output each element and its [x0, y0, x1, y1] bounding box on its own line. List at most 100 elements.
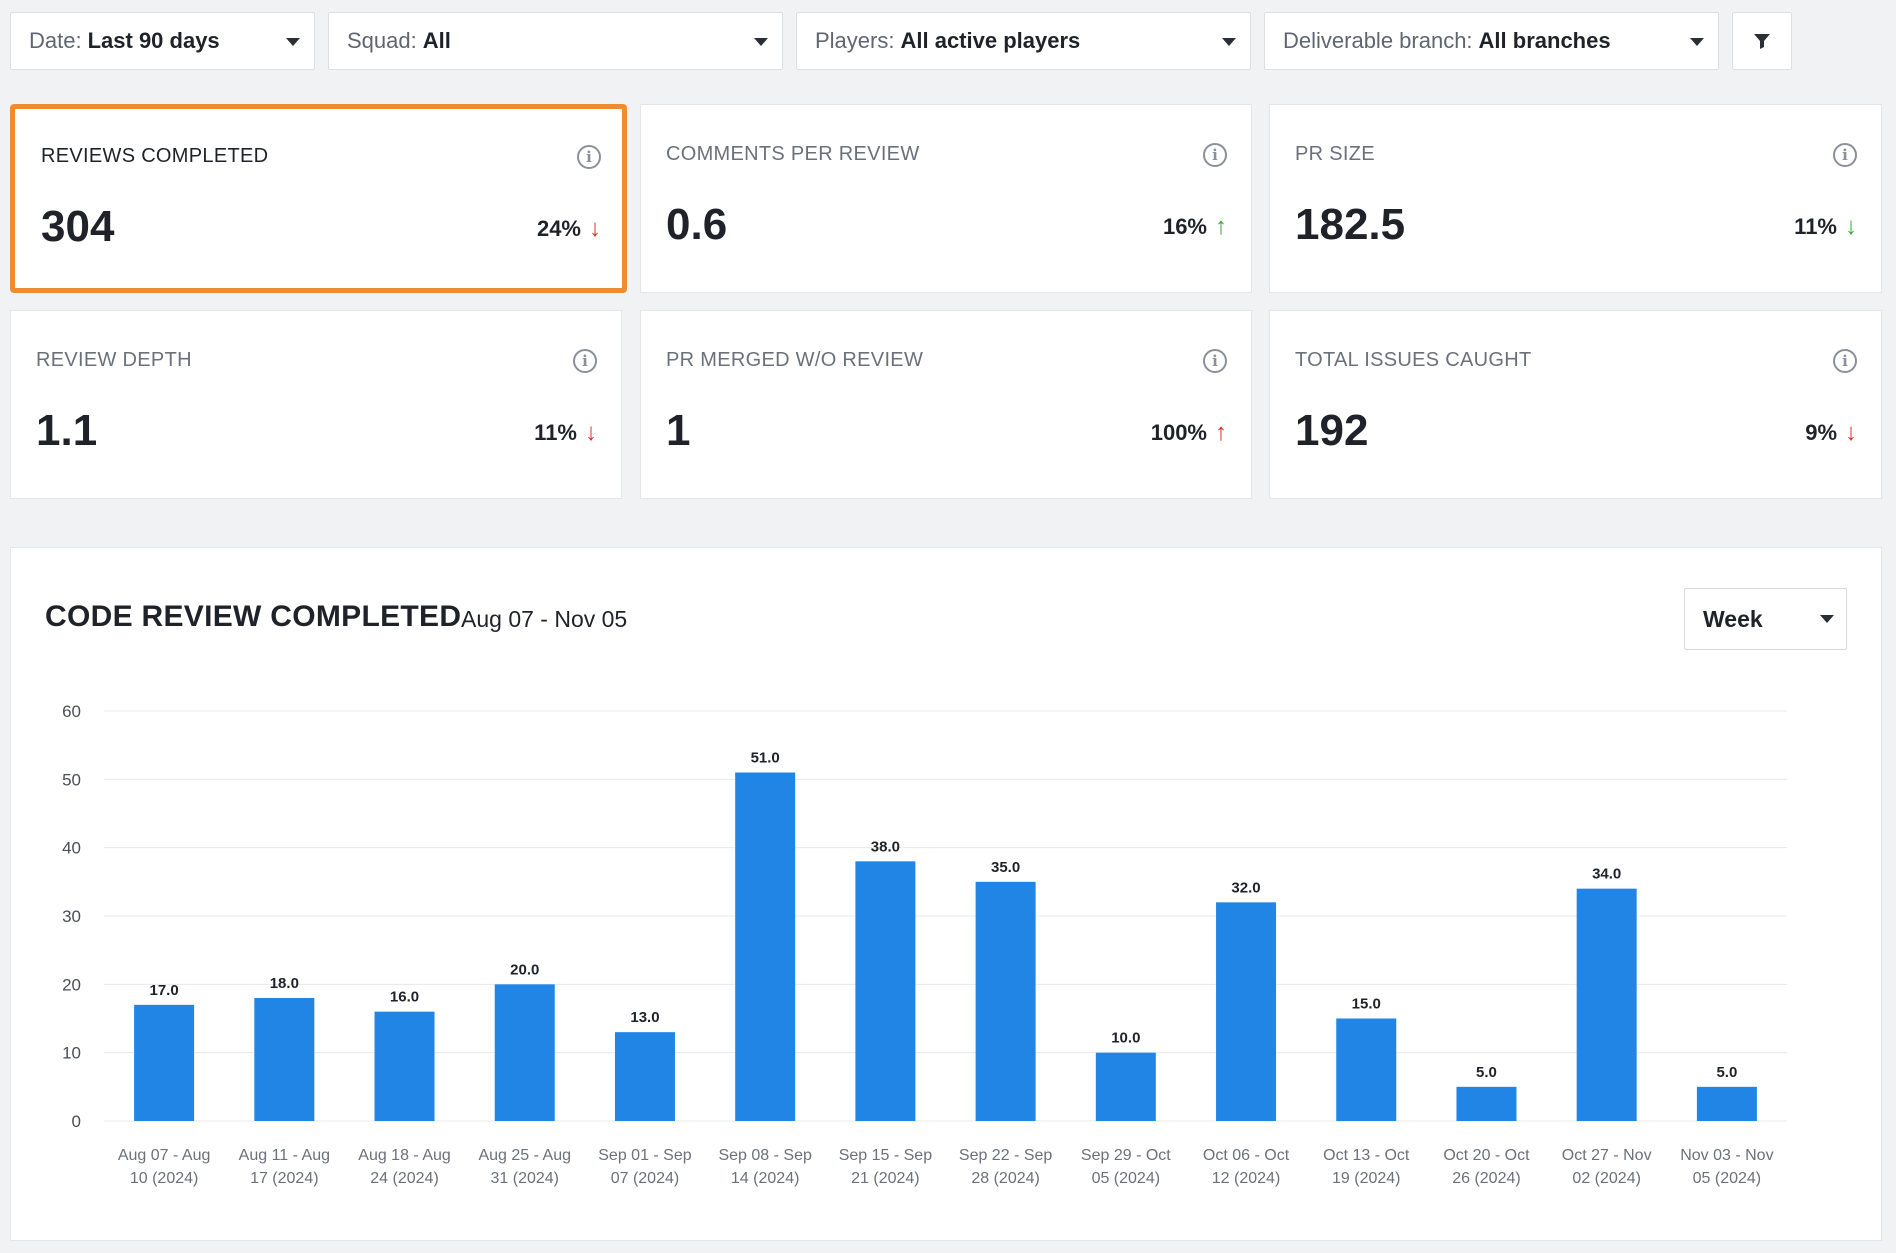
- metric-value: 192: [1295, 406, 1369, 455]
- x-tick-label: Sep 01 - Sep: [598, 1147, 692, 1164]
- arrow-down-icon: ↓: [589, 215, 601, 242]
- info-icon[interactable]: i: [573, 349, 597, 373]
- funnel-icon: [1754, 34, 1770, 49]
- bar: [614, 1032, 675, 1121]
- metric-delta: 11% ↓: [534, 419, 597, 447]
- bar: [735, 772, 796, 1121]
- metric-delta: 9% ↓: [1805, 419, 1857, 447]
- caret-down-icon: [286, 38, 300, 46]
- y-tick-label: 30: [62, 907, 81, 926]
- data-label: 5.0: [1476, 1064, 1497, 1081]
- squad-filter[interactable]: Squad: All: [328, 12, 783, 70]
- metric-delta-value: 11%: [534, 420, 577, 445]
- info-icon[interactable]: i: [1833, 143, 1857, 167]
- y-tick-label: 20: [62, 975, 81, 994]
- x-tick-label: 17 (2024): [250, 1170, 319, 1187]
- chart-panel: CODE REVIEW COMPLETED Aug 07 - Nov 05 We…: [10, 547, 1882, 1241]
- x-tick-label: Oct 06 - Oct: [1203, 1147, 1290, 1164]
- x-tick-label: 31 (2024): [491, 1170, 560, 1187]
- metric-card[interactable]: REVIEW DEPTH i 1.1 11% ↓: [10, 310, 622, 499]
- filter-button[interactable]: [1732, 12, 1792, 70]
- x-tick-label: Aug 18 - Aug: [358, 1147, 451, 1164]
- branch-filter[interactable]: Deliverable branch: All branches: [1264, 12, 1719, 70]
- y-tick-label: 0: [72, 1112, 81, 1131]
- info-icon[interactable]: i: [1203, 349, 1227, 373]
- metric-title: PR MERGED W/O REVIEW: [666, 349, 924, 371]
- caret-down-icon: [1222, 38, 1236, 46]
- x-tick-label: 12 (2024): [1212, 1170, 1281, 1187]
- metric-title: TOTAL ISSUES CAUGHT: [1295, 349, 1532, 371]
- granularity-value: Week: [1703, 605, 1763, 632]
- squad-filter-value: All: [422, 28, 451, 53]
- x-tick-label: 19 (2024): [1332, 1170, 1401, 1187]
- y-tick-label: 60: [62, 702, 81, 721]
- bar: [1456, 1086, 1517, 1121]
- metric-delta-value: 100%: [1150, 420, 1207, 445]
- metric-title: PR SIZE: [1295, 143, 1375, 165]
- metric-card[interactable]: TOTAL ISSUES CAUGHT i 192 9% ↓: [1269, 310, 1882, 499]
- x-tick-label: 14 (2024): [731, 1170, 800, 1187]
- y-tick-label: 40: [62, 839, 81, 858]
- info-icon[interactable]: i: [577, 145, 601, 169]
- metric-card[interactable]: PR MERGED W/O REVIEW i 1 100% ↑: [640, 310, 1252, 499]
- data-label: 15.0: [1352, 996, 1381, 1013]
- x-tick-label: 24 (2024): [370, 1170, 439, 1187]
- x-tick-label: 02 (2024): [1572, 1170, 1641, 1187]
- bar: [1216, 902, 1277, 1121]
- bar: [1696, 1086, 1757, 1121]
- arrow-up-icon: ↑: [1215, 213, 1227, 240]
- x-tick-label: Nov 03 - Nov: [1680, 1147, 1773, 1164]
- data-label: 20.0: [510, 961, 539, 978]
- arrow-down-icon: ↓: [585, 419, 597, 446]
- metric-delta: 16% ↑: [1163, 213, 1227, 241]
- metric-delta-value: 9%: [1805, 420, 1837, 445]
- metric-title: REVIEWS COMPLETED: [41, 145, 269, 167]
- metric-title: REVIEW DEPTH: [36, 349, 192, 371]
- branch-filter-value: All branches: [1478, 28, 1611, 53]
- date-filter-label: Date:: [29, 28, 82, 53]
- players-filter[interactable]: Players: All active players: [796, 12, 1251, 70]
- squad-filter-label: Squad:: [347, 28, 417, 53]
- y-tick-label: 10: [62, 1044, 81, 1063]
- metric-value: 182.5: [1295, 200, 1406, 249]
- caret-down-icon: [1690, 38, 1704, 46]
- x-tick-label: Aug 25 - Aug: [478, 1147, 571, 1164]
- metric-value: 1.1: [36, 406, 98, 455]
- x-tick-label: Oct 20 - Oct: [1443, 1147, 1530, 1164]
- metric-delta-value: 24%: [536, 216, 581, 241]
- metric-card[interactable]: REVIEWS COMPLETED i 304 24% ↓: [10, 104, 627, 293]
- bar: [1576, 888, 1637, 1121]
- y-tick-label: 50: [62, 770, 81, 789]
- metric-value: 0.6: [666, 200, 728, 249]
- data-label: 38.0: [871, 838, 900, 855]
- arrow-down-icon: ↓: [1845, 213, 1857, 240]
- x-tick-label: 28 (2024): [971, 1170, 1040, 1187]
- chart-title: CODE REVIEW COMPLETED: [45, 600, 462, 633]
- data-label: 35.0: [991, 859, 1020, 876]
- x-tick-label: 21 (2024): [851, 1170, 920, 1187]
- metric-card[interactable]: COMMENTS PER REVIEW i 0.6 16% ↑: [640, 104, 1252, 293]
- metric-title: COMMENTS PER REVIEW: [666, 143, 920, 165]
- x-tick-label: Sep 08 - Sep: [718, 1147, 812, 1164]
- players-filter-value: All active players: [900, 28, 1081, 53]
- date-filter[interactable]: Date: Last 90 days: [10, 12, 315, 70]
- info-icon[interactable]: i: [1833, 349, 1857, 373]
- bar: [254, 998, 315, 1121]
- x-tick-label: Sep 15 - Sep: [839, 1147, 933, 1164]
- info-icon[interactable]: i: [1203, 143, 1227, 167]
- data-label: 32.0: [1231, 879, 1260, 896]
- metric-delta: 24% ↓: [537, 215, 601, 243]
- granularity-select[interactable]: Week: [1684, 588, 1847, 650]
- metric-card[interactable]: PR SIZE i 182.5 11% ↓: [1269, 104, 1882, 293]
- caret-down-icon: [754, 38, 768, 46]
- bar: [494, 984, 555, 1121]
- metric-value: 304: [41, 202, 115, 251]
- bar: [855, 861, 916, 1121]
- metric-delta: 100% ↑: [1151, 419, 1227, 447]
- bar: [1336, 1018, 1397, 1121]
- data-label: 34.0: [1592, 866, 1621, 883]
- data-label: 18.0: [270, 975, 299, 992]
- x-tick-label: Oct 27 - Nov: [1562, 1147, 1652, 1164]
- x-tick-label: Sep 29 - Oct: [1081, 1147, 1171, 1164]
- date-filter-value: Last 90 days: [87, 28, 220, 53]
